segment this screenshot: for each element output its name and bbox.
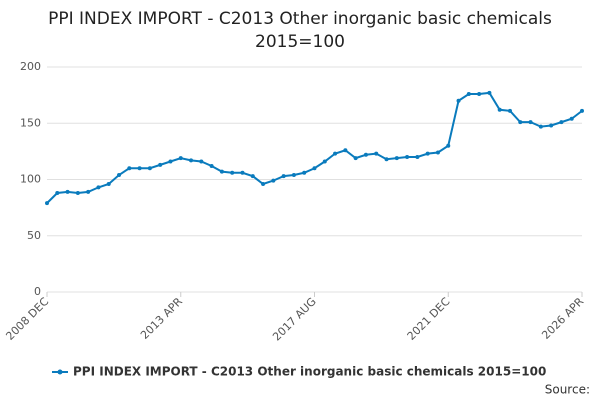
point — [117, 173, 122, 177]
point — [569, 116, 574, 121]
chart-title: 2015=100 — [255, 32, 345, 52]
point — [55, 191, 60, 195]
point — [477, 92, 482, 96]
point — [507, 108, 512, 113]
point — [199, 159, 204, 164]
point — [137, 166, 142, 171]
point — [96, 185, 101, 190]
point — [487, 90, 492, 95]
point — [394, 156, 399, 161]
point — [343, 148, 348, 153]
point — [322, 159, 327, 164]
point — [219, 169, 224, 174]
point — [178, 156, 183, 161]
point — [580, 108, 584, 113]
point — [209, 164, 214, 168]
point — [456, 98, 461, 103]
point — [528, 120, 533, 125]
y-tick-label: 150 — [20, 116, 41, 129]
point — [240, 170, 245, 175]
point — [435, 150, 440, 155]
point — [425, 151, 430, 156]
x-tick-label: 2026 APR — [539, 295, 586, 342]
point — [446, 143, 451, 148]
point — [250, 174, 255, 179]
point — [168, 159, 173, 164]
point — [312, 166, 317, 171]
y-tick-label: 200 — [20, 60, 41, 73]
point — [549, 123, 554, 128]
point — [353, 156, 358, 161]
point — [86, 189, 91, 194]
legend-marker — [57, 369, 63, 375]
point — [291, 173, 296, 177]
point — [127, 166, 132, 171]
point — [271, 178, 276, 183]
point — [189, 158, 194, 163]
x-tick-label: 2008 DEC — [3, 295, 51, 343]
point — [333, 151, 338, 156]
y-tick-label: 0 — [34, 285, 41, 298]
point — [106, 182, 111, 186]
point — [261, 182, 266, 186]
point — [518, 120, 523, 125]
point — [45, 201, 49, 206]
point — [374, 151, 379, 156]
x-tick-label: 2013 APR — [138, 295, 185, 342]
point — [384, 157, 389, 162]
point — [281, 174, 286, 179]
point — [415, 155, 420, 159]
point — [405, 155, 410, 159]
point — [466, 92, 471, 96]
point — [147, 166, 152, 171]
source: Source: — [545, 383, 590, 397]
point — [363, 152, 368, 157]
x-tick-label: 2017 AUG — [270, 295, 319, 344]
point — [65, 189, 70, 194]
point — [538, 124, 543, 129]
point — [158, 162, 163, 167]
chart-title: PPI INDEX IMPORT - C2013 Other inorganic… — [48, 9, 552, 29]
point — [559, 120, 564, 125]
point — [497, 107, 502, 112]
point — [302, 170, 307, 175]
point — [75, 191, 80, 195]
y-tick-label: 100 — [20, 173, 41, 186]
point — [230, 170, 235, 175]
series-line — [46, 91, 583, 204]
x-tick-label: 2021 DEC — [405, 295, 453, 343]
y-tick-label: 50 — [27, 229, 41, 242]
legend-label: PPI INDEX IMPORT - C2013 Other inorganic… — [73, 365, 546, 379]
